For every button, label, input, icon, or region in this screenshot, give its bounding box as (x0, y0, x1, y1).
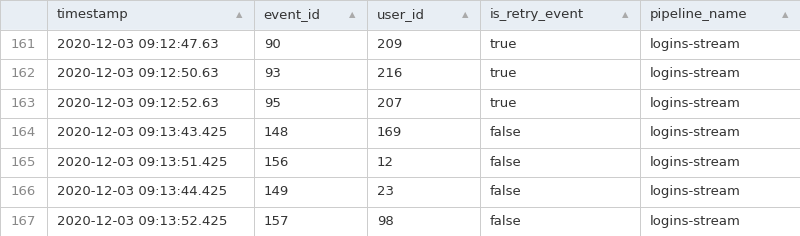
Text: event_id: event_id (264, 8, 321, 21)
Bar (0, 59, 800, 88)
Bar (0, 148, 800, 177)
Text: 149: 149 (264, 185, 289, 198)
Text: logins-stream: logins-stream (650, 215, 741, 228)
Text: 2020-12-03 09:13:51.425: 2020-12-03 09:13:51.425 (57, 156, 227, 169)
Text: logins-stream: logins-stream (650, 185, 741, 198)
Text: 156: 156 (264, 156, 289, 169)
Text: logins-stream: logins-stream (650, 156, 741, 169)
Bar (0, 88, 800, 118)
Text: 161: 161 (11, 38, 36, 51)
Text: logins-stream: logins-stream (650, 67, 741, 80)
Text: user_id: user_id (377, 8, 425, 21)
Text: 23: 23 (377, 185, 394, 198)
Text: 12: 12 (377, 156, 394, 169)
Text: 207: 207 (377, 97, 402, 110)
Text: 166: 166 (11, 185, 36, 198)
Text: logins-stream: logins-stream (650, 38, 741, 51)
Text: 209: 209 (377, 38, 402, 51)
Text: false: false (490, 126, 522, 139)
Bar (0, 118, 800, 148)
Text: logins-stream: logins-stream (650, 126, 741, 139)
Text: 169: 169 (377, 126, 402, 139)
Text: 165: 165 (11, 156, 36, 169)
Text: 90: 90 (264, 38, 281, 51)
Text: ▲: ▲ (462, 10, 469, 19)
Text: 98: 98 (377, 215, 394, 228)
Text: 2020-12-03 09:12:47.63: 2020-12-03 09:12:47.63 (57, 38, 218, 51)
Text: true: true (490, 97, 517, 110)
Text: 2020-12-03 09:13:52.425: 2020-12-03 09:13:52.425 (57, 215, 227, 228)
Text: 157: 157 (264, 215, 290, 228)
Text: is_retry_event: is_retry_event (490, 8, 584, 21)
Text: logins-stream: logins-stream (650, 97, 741, 110)
Text: 164: 164 (11, 126, 36, 139)
Text: 2020-12-03 09:12:50.63: 2020-12-03 09:12:50.63 (57, 67, 218, 80)
Text: 163: 163 (11, 97, 36, 110)
Text: pipeline_name: pipeline_name (650, 8, 747, 21)
Text: ▲: ▲ (622, 10, 629, 19)
Bar (0, 206, 800, 236)
Text: 167: 167 (11, 215, 36, 228)
Text: 2020-12-03 09:13:44.425: 2020-12-03 09:13:44.425 (57, 185, 226, 198)
Text: false: false (490, 156, 522, 169)
Text: ▲: ▲ (782, 10, 789, 19)
Text: timestamp: timestamp (57, 8, 129, 21)
Text: 162: 162 (11, 67, 36, 80)
Text: false: false (490, 185, 522, 198)
Text: true: true (490, 38, 517, 51)
Text: true: true (490, 67, 517, 80)
Bar (0, 177, 800, 206)
Bar (0, 30, 800, 59)
Bar (0, 0, 800, 30)
Text: 148: 148 (264, 126, 289, 139)
Text: ▲: ▲ (350, 10, 356, 19)
Text: false: false (490, 215, 522, 228)
Text: 216: 216 (377, 67, 402, 80)
Text: ▲: ▲ (237, 10, 243, 19)
Text: 2020-12-03 09:13:43.425: 2020-12-03 09:13:43.425 (57, 126, 227, 139)
Text: 93: 93 (264, 67, 281, 80)
Text: 95: 95 (264, 97, 281, 110)
Text: 2020-12-03 09:12:52.63: 2020-12-03 09:12:52.63 (57, 97, 218, 110)
